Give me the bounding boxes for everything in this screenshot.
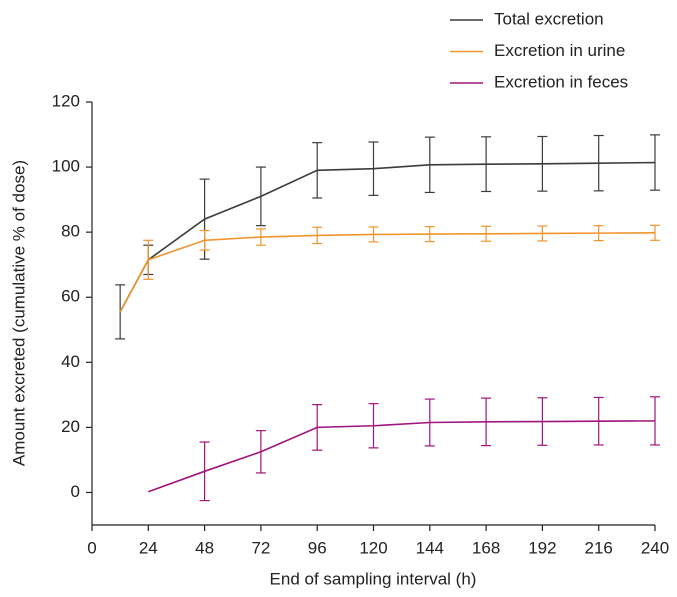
y-tick-label: 60 — [61, 287, 80, 306]
x-tick-label: 120 — [359, 538, 387, 557]
y-tick-label: 0 — [71, 482, 80, 501]
error-bar — [199, 441, 210, 502]
error-bar — [424, 136, 435, 194]
error-bar — [312, 226, 323, 245]
error-bar — [537, 225, 548, 242]
error-bar — [537, 135, 548, 192]
error-bar — [650, 224, 660, 241]
x-tick-label: 216 — [585, 538, 613, 557]
series-line — [119, 161, 656, 313]
x-tick-label: 144 — [416, 538, 444, 557]
legend-label: Excretion in urine — [494, 41, 625, 60]
y-tick-label: 40 — [61, 352, 80, 371]
error-bar — [312, 404, 323, 451]
x-tick-label: 96 — [308, 538, 327, 557]
x-tick-label: 240 — [641, 538, 669, 557]
error-bar — [255, 166, 266, 227]
error-bar — [424, 398, 435, 447]
error-bar — [593, 134, 604, 192]
y-tick-label: 120 — [52, 91, 80, 110]
legend-label: Total excretion — [494, 9, 604, 28]
error-bar — [368, 141, 379, 196]
error-bar — [368, 226, 379, 243]
error-bar — [593, 396, 604, 446]
x-tick-label: 192 — [528, 538, 556, 557]
error-bar — [143, 239, 154, 280]
x-tick-label: 48 — [195, 538, 214, 557]
error-bar — [312, 142, 323, 199]
error-bar — [481, 225, 492, 242]
error-bar — [255, 430, 266, 474]
error-bar — [650, 396, 660, 446]
error-bar — [368, 403, 379, 449]
x-axis-label: End of sampling interval (h) — [270, 569, 477, 588]
error-bar — [481, 397, 492, 447]
x-tick-label: 72 — [251, 538, 270, 557]
error-bar — [255, 228, 266, 246]
legend-label: Excretion in feces — [494, 72, 628, 91]
x-tick-label: 24 — [139, 538, 158, 557]
error-bar — [481, 136, 492, 193]
error-bar — [199, 229, 210, 251]
series-line — [148, 420, 656, 493]
x-tick-label: 168 — [472, 538, 500, 557]
y-tick-label: 100 — [52, 157, 80, 176]
y-axis-label: Amount excreted (cumulative % of dose) — [9, 160, 28, 466]
error-bar — [650, 134, 660, 191]
y-tick-label: 20 — [61, 417, 80, 436]
series-line — [119, 232, 656, 313]
x-tick-label: 0 — [87, 538, 96, 557]
y-tick-label: 80 — [61, 222, 80, 241]
error-bar — [537, 397, 548, 446]
error-bar — [593, 225, 604, 242]
error-bar — [424, 226, 435, 243]
